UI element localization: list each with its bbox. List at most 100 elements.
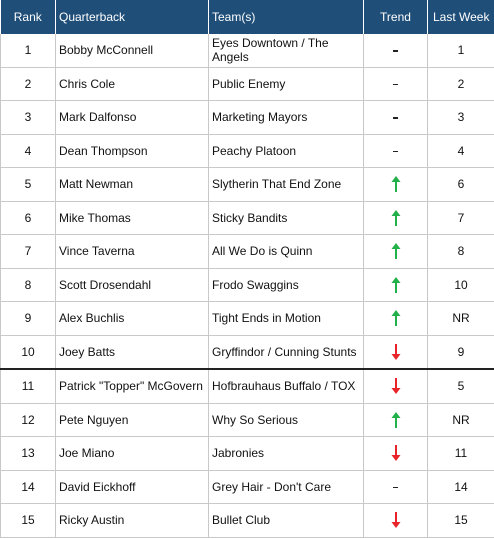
rank-cell: 12 <box>1 403 56 437</box>
trend-cell <box>364 201 428 235</box>
dash-icon <box>393 84 398 86</box>
trend-cell <box>364 403 428 437</box>
arrow-down-icon <box>391 512 401 528</box>
last-week-cell: 15 <box>428 504 494 538</box>
team-cell: Why So Serious <box>209 403 364 437</box>
dash-icon <box>393 487 398 489</box>
rank-cell: 8 <box>1 268 56 302</box>
rank-cell: 11 <box>1 369 56 403</box>
quarterback-cell: Patrick "Topper" McGovern <box>56 369 209 403</box>
rank-cell: 13 <box>1 437 56 471</box>
rank-cell: 1 <box>1 34 56 67</box>
team-cell: Bullet Club <box>209 504 364 538</box>
header-quarterback: Quarterback <box>56 0 209 34</box>
header-rank: Rank <box>1 0 56 34</box>
last-week-cell: NR <box>428 302 494 336</box>
trend-cell <box>364 235 428 269</box>
header-row: Rank Quarterback Team(s) Trend Last Week <box>1 0 494 34</box>
trend-cell <box>364 335 428 369</box>
arrow-down-icon <box>391 344 401 360</box>
arrow-down-icon <box>391 445 401 461</box>
quarterback-cell: Alex Buchlis <box>56 302 209 336</box>
quarterback-cell: Mark Dalfonso <box>56 101 209 135</box>
team-cell: Gryffindor / Cunning Stunts <box>209 335 364 369</box>
last-week-cell: 9 <box>428 335 494 369</box>
team-cell: Hofbrauhaus Buffalo / TOX <box>209 369 364 403</box>
rank-cell: 9 <box>1 302 56 336</box>
quarterback-cell: Joey Batts <box>56 335 209 369</box>
trend-cell <box>364 168 428 202</box>
dash-icon <box>393 117 398 119</box>
rank-cell: 6 <box>1 201 56 235</box>
quarterback-cell: Vince Taverna <box>56 235 209 269</box>
rank-cell: 5 <box>1 168 56 202</box>
last-week-cell: 8 <box>428 235 494 269</box>
team-cell: Slytherin That End Zone <box>209 168 364 202</box>
team-cell: Frodo Swaggins <box>209 268 364 302</box>
team-cell: Grey Hair - Don't Care <box>209 470 364 504</box>
last-week-cell: 11 <box>428 437 494 471</box>
trend-cell <box>364 437 428 471</box>
last-week-cell: 2 <box>428 67 494 101</box>
dash-icon <box>393 50 398 52</box>
rank-cell: 10 <box>1 335 56 369</box>
trend-cell <box>364 67 428 101</box>
quarterback-cell: Ricky Austin <box>56 504 209 538</box>
team-cell: Tight Ends in Motion <box>209 302 364 336</box>
quarterback-cell: Pete Nguyen <box>56 403 209 437</box>
rank-cell: 14 <box>1 470 56 504</box>
last-week-cell: 4 <box>428 134 494 168</box>
trend-cell <box>364 369 428 403</box>
arrow-up-icon <box>391 277 401 293</box>
arrow-up-icon <box>391 210 401 226</box>
trend-cell <box>364 504 428 538</box>
quarterback-cell: David Eickhoff <box>56 470 209 504</box>
trend-cell <box>364 470 428 504</box>
trend-cell <box>364 34 428 67</box>
rank-cell: 15 <box>1 504 56 538</box>
arrow-up-icon <box>391 310 401 326</box>
trend-cell <box>364 302 428 336</box>
team-cell: Eyes Downtown / The Angels <box>209 34 364 67</box>
team-cell: All We Do is Quinn <box>209 235 364 269</box>
rank-cell: 3 <box>1 101 56 135</box>
last-week-cell: 14 <box>428 470 494 504</box>
last-week-cell: 6 <box>428 168 494 202</box>
quarterback-cell: Mike Thomas <box>56 201 209 235</box>
quarterback-cell: Scott Drosendahl <box>56 268 209 302</box>
quarterback-cell: Dean Thompson <box>56 134 209 168</box>
quarterback-cell: Matt Newman <box>56 168 209 202</box>
arrow-up-icon <box>391 412 401 428</box>
trend-cell <box>364 134 428 168</box>
team-cell: Public Enemy <box>209 67 364 101</box>
quarterback-cell: Joe Miano <box>56 437 209 471</box>
arrow-down-icon <box>391 378 401 394</box>
header-last-week: Last Week <box>428 0 494 34</box>
header-teams: Team(s) <box>209 0 364 34</box>
arrow-up-icon <box>391 243 401 259</box>
team-cell: Sticky Bandits <box>209 201 364 235</box>
last-week-cell: 10 <box>428 268 494 302</box>
trend-cell <box>364 268 428 302</box>
team-cell: Marketing Mayors <box>209 101 364 135</box>
quarterback-cell: Chris Cole <box>56 67 209 101</box>
rank-cell: 7 <box>1 235 56 269</box>
header-trend: Trend <box>364 0 428 34</box>
